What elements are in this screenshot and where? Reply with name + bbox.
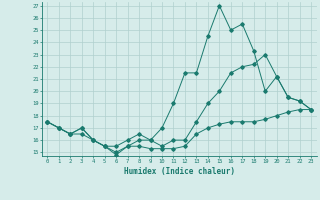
X-axis label: Humidex (Indice chaleur): Humidex (Indice chaleur) [124, 167, 235, 176]
